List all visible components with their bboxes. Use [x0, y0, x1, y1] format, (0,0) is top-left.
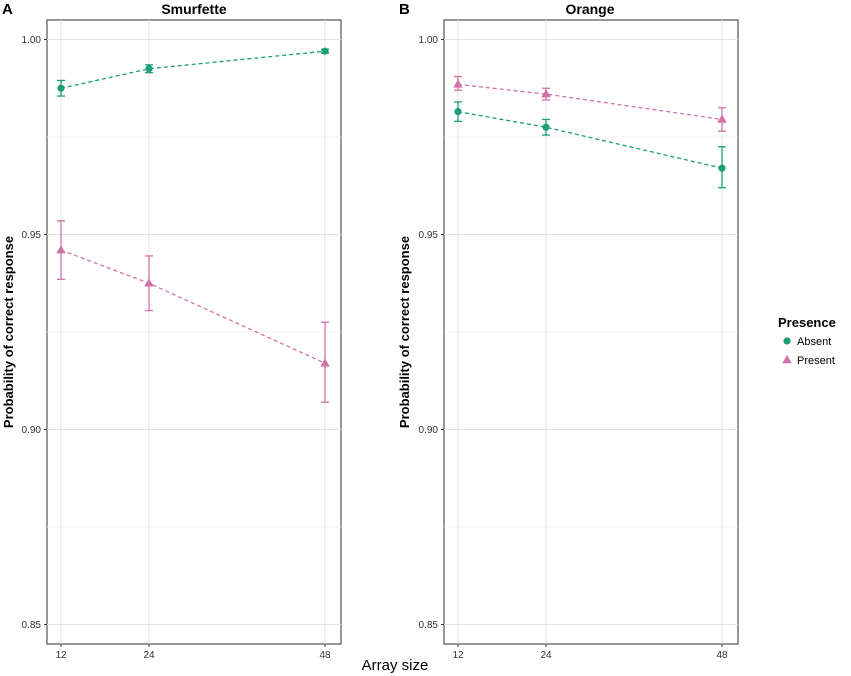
y-tick-label: 0.90 — [419, 425, 439, 436]
legend-marker-absent — [783, 337, 791, 345]
series-line-absent — [60, 50, 326, 89]
y-tick-label: 0.85 — [22, 620, 42, 631]
legend-title: Presence — [778, 315, 836, 330]
panel-b-y-axis-label: Probability of correct response — [397, 236, 412, 428]
x-tick-label: 12 — [55, 650, 67, 661]
panel-a-title: Smurfette — [161, 1, 227, 17]
x-tick-label: 48 — [716, 650, 728, 661]
x-tick-label: 12 — [452, 650, 464, 661]
panel-b-series — [453, 75, 727, 189]
y-tick-label: 0.95 — [419, 230, 439, 241]
data-point-present — [144, 278, 154, 287]
data-point-absent — [57, 84, 65, 92]
y-tick-label: 0.85 — [419, 620, 439, 631]
legend-label-absent: Absent — [797, 336, 831, 348]
y-tick-label: 0.90 — [22, 425, 42, 436]
data-point-present — [56, 245, 66, 254]
legend-marker-present — [782, 355, 792, 364]
legend-label-present: Present — [797, 355, 835, 367]
x-tick-label: 24 — [540, 650, 552, 661]
data-point-present — [320, 358, 330, 367]
y-tick-label: 1.00 — [419, 35, 439, 46]
x-axis-label: Array size — [362, 657, 429, 674]
panel-a-letter: A — [2, 1, 13, 18]
legend-entries: Absent Present — [782, 336, 835, 367]
data-point-present — [541, 89, 551, 98]
data-point-absent — [145, 65, 153, 73]
legend: Presence Absent Present — [778, 315, 836, 367]
series-line-present — [457, 83, 723, 121]
panel-a-series — [56, 47, 330, 403]
data-point-present — [453, 79, 463, 88]
y-tick-label: 0.95 — [22, 230, 42, 241]
data-point-absent — [454, 108, 462, 116]
panel-a-y-ticks: 0.85 0.90 0.95 1.00 — [22, 35, 47, 631]
y-tick-label: 1.00 — [22, 35, 42, 46]
panel-b-letter: B — [399, 1, 410, 18]
x-tick-label: 24 — [143, 650, 155, 661]
data-point-present — [717, 114, 727, 123]
panel-b-x-ticks: 12 24 48 — [452, 644, 728, 661]
data-point-absent — [321, 47, 329, 55]
series-line-absent — [457, 111, 723, 169]
panel-b-title: Orange — [565, 1, 614, 17]
data-point-absent — [542, 123, 550, 131]
x-tick-label: 48 — [319, 650, 331, 661]
panel-a-x-ticks: 12 24 48 — [55, 644, 331, 661]
data-point-absent — [718, 164, 726, 172]
panel-b-y-ticks: 0.85 0.90 0.95 1.00 — [419, 35, 444, 631]
panel-a-y-axis-label: Probability of correct response — [1, 236, 16, 428]
